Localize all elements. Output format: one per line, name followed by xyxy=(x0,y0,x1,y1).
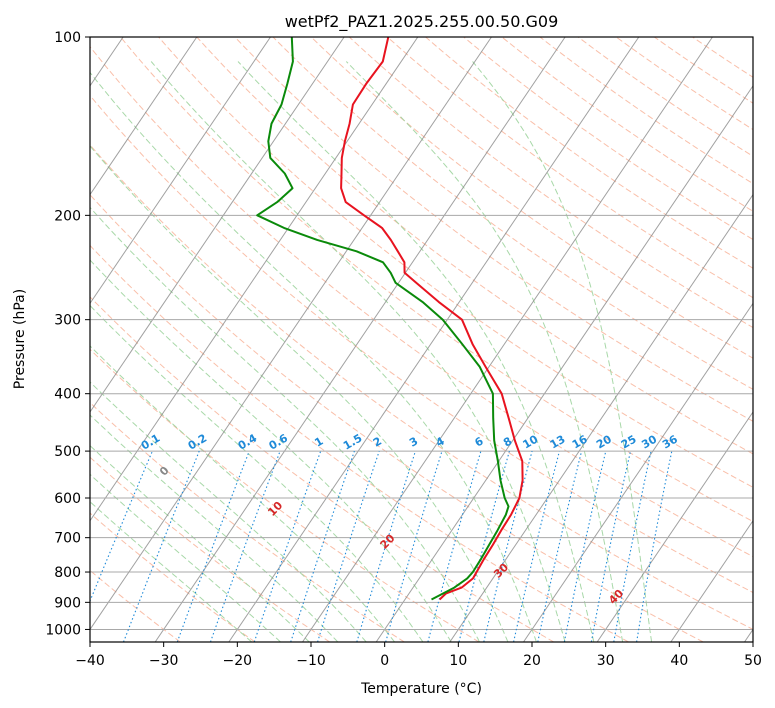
isotherm-line xyxy=(375,85,753,642)
dry-adiabat-line xyxy=(577,37,753,157)
y-tick-label: 1000 xyxy=(45,622,81,638)
moist-adiabat-line xyxy=(90,414,339,642)
moist-adiabat-line xyxy=(90,501,253,642)
moist-adiabat-line xyxy=(90,259,452,642)
y-tick-label: 300 xyxy=(54,313,81,329)
dewpoint-line xyxy=(256,37,510,601)
mixing-ratio-line xyxy=(90,450,153,603)
dry-adiabat-line xyxy=(90,456,330,642)
mixing-ratio-line xyxy=(590,450,632,642)
y-tick-label: 200 xyxy=(54,208,81,224)
x-tick-label: 20 xyxy=(523,653,541,669)
mixing-ratio-line xyxy=(483,450,533,642)
moist-adiabat-line xyxy=(472,61,653,642)
dry-adiabat-line xyxy=(425,37,753,269)
isotherm-line xyxy=(670,519,753,642)
plot-frame xyxy=(89,36,754,643)
isotherm-line xyxy=(90,37,198,196)
dry-adiabat-line xyxy=(90,348,480,642)
moist-adiabat-line xyxy=(150,61,566,642)
mixing-ratio-line xyxy=(537,450,583,642)
moist-adiabat-line xyxy=(90,381,367,642)
moist-adiabat-line xyxy=(90,206,480,642)
dry-adiabat-line xyxy=(90,144,753,630)
moist-adiabat-line xyxy=(90,145,509,642)
mixing-ratio-line xyxy=(563,450,607,642)
isotherm-line xyxy=(154,37,566,642)
profile-series xyxy=(256,37,524,601)
moist-adiabat-line xyxy=(90,444,310,642)
y-tick-label: 400 xyxy=(54,387,81,403)
dry-adiabat-line xyxy=(387,37,753,299)
isotherm-line xyxy=(596,411,753,642)
mixing-ratio-line xyxy=(427,450,482,642)
moist-adiabat-line xyxy=(90,71,537,642)
x-tick-label: −20 xyxy=(223,653,253,669)
isotherm-line xyxy=(90,37,492,631)
isotherm-line xyxy=(449,193,753,642)
isotherm-line xyxy=(302,37,713,642)
x-tick-label: 0 xyxy=(380,653,389,669)
y-axis-label: Pressure (hPa) xyxy=(12,289,28,389)
isotherm-line xyxy=(90,37,271,305)
mixing-ratio-line xyxy=(290,450,355,642)
x-axis-label: Temperature (°C) xyxy=(360,681,482,697)
dry-adiabat-line xyxy=(90,244,629,642)
x-tick-label: 40 xyxy=(670,653,688,669)
mixing-ratio-line xyxy=(253,450,322,642)
mixing-ratio-line xyxy=(317,450,380,642)
dry-adiabat-line xyxy=(90,512,256,642)
isotherm-line xyxy=(90,37,419,522)
dry-adiabat-line xyxy=(348,37,753,329)
dry-adiabat-line xyxy=(539,37,753,185)
mixing-ratio-line xyxy=(209,450,281,642)
dry-adiabat-line xyxy=(90,194,704,642)
mixing-ratio-line xyxy=(356,450,416,642)
x-tick-label: 10 xyxy=(449,653,467,669)
dry-adiabat-line xyxy=(272,37,753,390)
background-lines xyxy=(90,37,753,642)
dry-adiabat-line xyxy=(90,296,555,642)
y-tick-label: 600 xyxy=(54,491,81,507)
x-tick-label: 30 xyxy=(597,653,615,669)
mixing-ratio-line xyxy=(385,450,443,642)
mixing-ratio-line xyxy=(613,450,652,642)
x-tick-label: 50 xyxy=(744,653,762,669)
chart-title: wetPf2_PAZ1.2025.255.00.50.G09 xyxy=(285,12,559,32)
mixing-ratio-line xyxy=(513,450,560,642)
axes: −40 −30 −20 −10 0 10 20 30 40 50 100 200 300 400 500 60… xyxy=(45,30,762,669)
mixing-ratio-line xyxy=(636,450,673,642)
isotherm-line xyxy=(523,302,753,642)
x-tick-label: −10 xyxy=(296,653,326,669)
temperature-line xyxy=(340,37,524,601)
y-tick-label: 100 xyxy=(54,30,81,46)
y-tick-label: 700 xyxy=(54,531,81,547)
dry-adiabat-line xyxy=(310,37,753,359)
dry-adiabat-line xyxy=(90,45,753,558)
x-tick-label: −30 xyxy=(149,653,179,669)
isotherm-line xyxy=(90,37,345,413)
y-tick-label: 500 xyxy=(54,444,81,460)
dry-adiabat-line xyxy=(90,94,753,594)
isotherm-line xyxy=(228,37,640,642)
y-tick-label: 800 xyxy=(54,565,81,581)
moist-adiabat-line xyxy=(345,61,624,642)
y-tick-label: 900 xyxy=(54,595,81,611)
x-tick-label: −40 xyxy=(75,653,105,669)
